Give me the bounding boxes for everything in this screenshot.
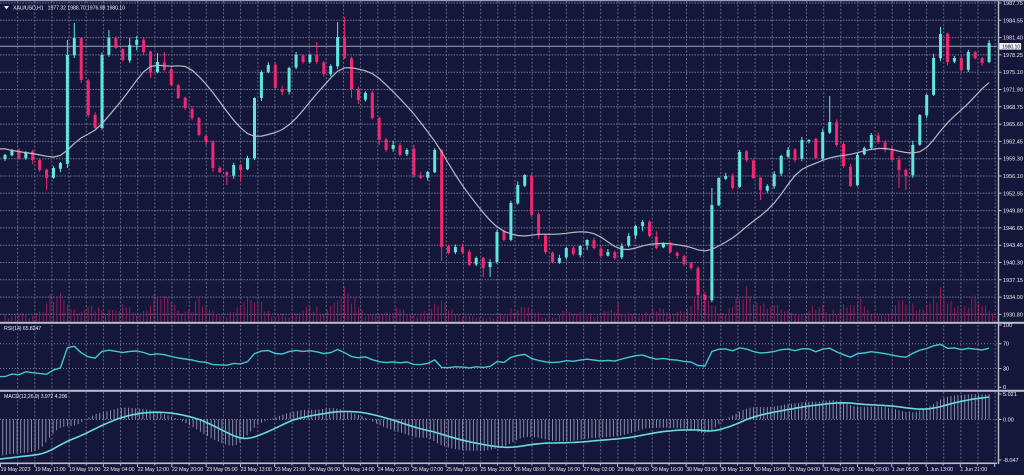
svg-text:24 May 06:00: 24 May 06:00 [309,467,340,473]
svg-text:19 May 2023: 19 May 2023 [1,467,31,473]
svg-text:23 May 21:00: 23 May 21:00 [275,467,306,473]
svg-text:100: 100 [1003,323,1012,329]
svg-text:1 Jun 21:00: 1 Jun 21:00 [960,467,987,473]
svg-text:1940.30: 1940.30 [1003,261,1023,267]
svg-text:30 May 11:00: 30 May 11:00 [720,467,751,473]
svg-text:24 May 22:00: 24 May 22:00 [378,467,409,473]
svg-text:22 May 20:00: 22 May 20:00 [172,467,203,473]
svg-text:22 May 04:00: 22 May 04:00 [103,467,134,473]
svg-text:1962.45: 1962.45 [1003,139,1023,145]
svg-text:1987.75: 1987.75 [1003,1,1023,7]
svg-text:22 May 12:00: 22 May 12:00 [138,467,169,473]
svg-text:23 May 13:00: 23 May 13:00 [241,467,272,473]
svg-text:31 May 20:00: 31 May 20:00 [858,467,889,473]
svg-text:RSI(14) 65.8247: RSI(14) 65.8247 [4,326,41,332]
svg-text:1984.55: 1984.55 [1003,18,1023,24]
svg-text:1930.80: 1930.80 [1003,312,1023,318]
svg-text:29 May 08:00: 29 May 08:00 [618,467,649,473]
svg-text:31 May 04:00: 31 May 04:00 [789,467,820,473]
svg-text:30: 30 [1003,367,1009,373]
svg-text:1 Jun 05:00: 1 Jun 05:00 [892,467,919,473]
svg-text:27 May 02:00: 27 May 02:00 [583,467,614,473]
svg-text:25 May 07:00: 25 May 07:00 [412,467,443,473]
svg-text:1952.95: 1952.95 [1003,191,1023,197]
svg-text:30 May 03:00: 30 May 03:00 [686,467,717,473]
svg-text:1956.10: 1956.10 [1003,174,1023,180]
svg-text:1949.80: 1949.80 [1003,209,1023,215]
svg-text:1971.90: 1971.90 [1003,88,1023,94]
svg-text:0: 0 [1003,385,1006,391]
svg-text:1978.25: 1978.25 [1003,53,1023,59]
svg-text:1943.45: 1943.45 [1003,243,1023,249]
svg-text:26 May 16:00: 26 May 16:00 [549,467,580,473]
svg-text:25 May 23:00: 25 May 23:00 [480,467,511,473]
svg-text:1981.40: 1981.40 [1003,36,1023,42]
svg-text:1959.30: 1959.30 [1003,157,1023,163]
svg-text:1980.10: 1980.10 [1002,45,1020,51]
svg-text:30 May 19:00: 30 May 19:00 [755,467,786,473]
svg-text:1 Jun 13:00: 1 Jun 13:00 [926,467,953,473]
svg-text:1968.75: 1968.75 [1003,105,1023,111]
svg-text:1975.10: 1975.10 [1003,70,1023,76]
svg-text:1934.00: 1934.00 [1003,295,1023,301]
svg-text:24 May 14:00: 24 May 14:00 [343,467,374,473]
svg-text:-8.047: -8.047 [1003,458,1019,464]
svg-text:23 May 05:00: 23 May 05:00 [206,467,237,473]
svg-text:0.00: 0.00 [1003,417,1014,423]
svg-text:5.021: 5.021 [1003,392,1017,398]
svg-text:1946.65: 1946.65 [1003,226,1023,232]
svg-text:26 May 08:00: 26 May 08:00 [515,467,546,473]
svg-text:31 May 12:00: 31 May 12:00 [823,467,854,473]
svg-text:25 May 15:00: 25 May 15:00 [446,467,477,473]
svg-text:1937.15: 1937.15 [1003,278,1023,284]
svg-text:29 May 16:00: 29 May 16:00 [652,467,683,473]
svg-text:XAU/USD,H1 1977.32 1988.70 1: XAU/USD,H1 1977.32 1988.70 1976.98 1980.… [13,5,125,11]
svg-text:70: 70 [1003,342,1009,348]
svg-text:19 May 19:00: 19 May 19:00 [69,467,100,473]
svg-text:1965.60: 1965.60 [1003,122,1023,128]
svg-text:MACD(12,26,9) 3.972 4.206: MACD(12,26,9) 3.972 4.206 [4,394,67,400]
svg-text:19 May 11:00: 19 May 11:00 [35,467,66,473]
